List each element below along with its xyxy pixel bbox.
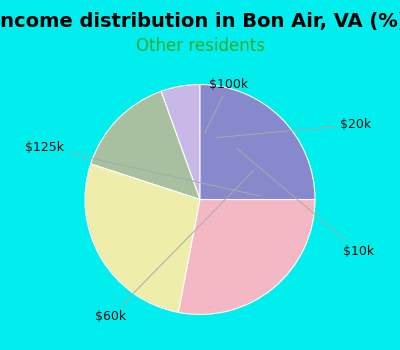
Wedge shape: [161, 84, 200, 200]
Text: $20k: $20k: [217, 118, 371, 138]
Wedge shape: [200, 84, 315, 200]
Text: Income distribution in Bon Air, VA (%): Income distribution in Bon Air, VA (%): [0, 12, 400, 31]
Wedge shape: [178, 199, 315, 315]
Text: $60k: $60k: [95, 171, 253, 323]
Wedge shape: [85, 164, 200, 313]
Text: Other residents: Other residents: [136, 37, 264, 55]
Text: $100k: $100k: [204, 78, 248, 134]
Text: $125k: $125k: [25, 141, 260, 196]
Wedge shape: [91, 91, 200, 200]
Text: $10k: $10k: [237, 148, 374, 258]
